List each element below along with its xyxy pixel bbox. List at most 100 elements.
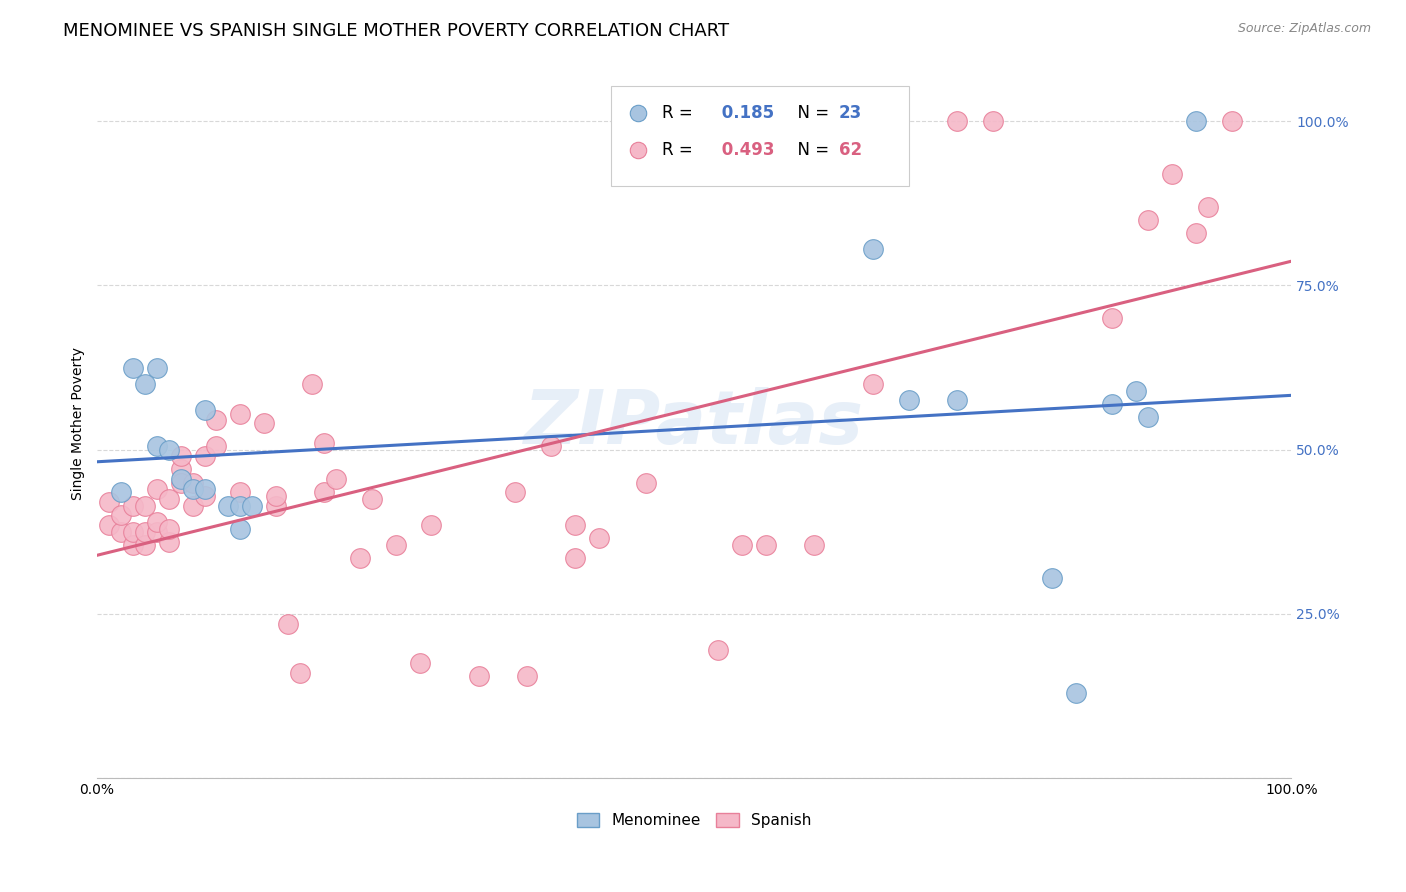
- Point: [181, 499, 204, 513]
- Point: [145, 482, 167, 496]
- Point: [540, 439, 562, 453]
- Point: [349, 551, 371, 566]
- Point: [169, 449, 191, 463]
- Point: [588, 532, 610, 546]
- Point: [312, 485, 335, 500]
- Point: [564, 518, 586, 533]
- Point: [205, 413, 228, 427]
- Point: [264, 499, 287, 513]
- Point: [134, 538, 156, 552]
- Point: [360, 491, 382, 506]
- Point: [205, 439, 228, 453]
- Point: [636, 475, 658, 490]
- Point: [122, 538, 145, 552]
- Point: [803, 538, 825, 552]
- Point: [1137, 212, 1160, 227]
- Point: [145, 439, 167, 453]
- Point: [157, 442, 180, 457]
- Point: [288, 666, 311, 681]
- Point: [301, 376, 323, 391]
- Y-axis label: Single Mother Poverty: Single Mother Poverty: [72, 347, 86, 500]
- Point: [277, 616, 299, 631]
- Point: [181, 475, 204, 490]
- Point: [503, 485, 526, 500]
- Point: [98, 518, 121, 533]
- Legend: Menominee, Spanish: Menominee, Spanish: [571, 807, 818, 834]
- Point: [110, 485, 132, 500]
- Point: [264, 489, 287, 503]
- Point: [193, 482, 215, 496]
- Point: [169, 472, 191, 486]
- Point: [981, 114, 1004, 128]
- Point: [193, 449, 215, 463]
- Point: [325, 472, 347, 486]
- Point: [1184, 226, 1206, 240]
- Point: [384, 538, 406, 552]
- Point: [229, 485, 252, 500]
- Point: [181, 482, 204, 496]
- Point: [946, 393, 969, 408]
- Point: [157, 534, 180, 549]
- Point: [134, 499, 156, 513]
- Text: 23: 23: [839, 103, 862, 121]
- Text: 0.185: 0.185: [716, 103, 773, 121]
- Point: [193, 403, 215, 417]
- Text: MENOMINEE VS SPANISH SINGLE MOTHER POVERTY CORRELATION CHART: MENOMINEE VS SPANISH SINGLE MOTHER POVER…: [63, 22, 730, 40]
- Point: [193, 489, 215, 503]
- Point: [145, 515, 167, 529]
- FancyBboxPatch shape: [610, 87, 910, 186]
- Point: [1197, 200, 1219, 214]
- Point: [134, 376, 156, 391]
- Point: [122, 524, 145, 539]
- Point: [1101, 397, 1123, 411]
- Point: [217, 499, 239, 513]
- Point: [110, 524, 132, 539]
- Point: [145, 524, 167, 539]
- Point: [157, 522, 180, 536]
- Point: [312, 436, 335, 450]
- Point: [1161, 167, 1184, 181]
- Text: Source: ZipAtlas.com: Source: ZipAtlas.com: [1237, 22, 1371, 36]
- Point: [169, 462, 191, 476]
- Point: [755, 538, 778, 552]
- Point: [627, 154, 650, 169]
- Point: [229, 499, 252, 513]
- Point: [229, 407, 252, 421]
- Point: [145, 360, 167, 375]
- Point: [862, 376, 884, 391]
- Text: N =: N =: [787, 141, 835, 159]
- Point: [1184, 114, 1206, 128]
- Point: [731, 538, 754, 552]
- Point: [122, 499, 145, 513]
- Point: [169, 475, 191, 490]
- Point: [516, 669, 538, 683]
- Point: [1066, 686, 1088, 700]
- Point: [1101, 311, 1123, 326]
- Point: [253, 417, 276, 431]
- Point: [420, 518, 443, 533]
- Text: R =: R =: [662, 141, 697, 159]
- Point: [564, 551, 586, 566]
- Text: R =: R =: [662, 103, 697, 121]
- Point: [122, 360, 145, 375]
- Point: [1042, 571, 1064, 585]
- Point: [134, 524, 156, 539]
- Point: [707, 643, 730, 657]
- Point: [1137, 409, 1160, 424]
- Point: [110, 508, 132, 523]
- Point: [408, 657, 430, 671]
- Point: [1125, 384, 1147, 398]
- Text: ZIPatlas: ZIPatlas: [524, 387, 865, 460]
- Text: N =: N =: [787, 103, 835, 121]
- Point: [468, 669, 491, 683]
- Text: 0.493: 0.493: [716, 141, 775, 159]
- Point: [862, 242, 884, 256]
- Point: [946, 114, 969, 128]
- Point: [1220, 114, 1243, 128]
- Point: [229, 522, 252, 536]
- Point: [157, 491, 180, 506]
- Point: [240, 499, 263, 513]
- Point: [898, 393, 921, 408]
- Point: [627, 189, 650, 203]
- Text: 62: 62: [839, 141, 862, 159]
